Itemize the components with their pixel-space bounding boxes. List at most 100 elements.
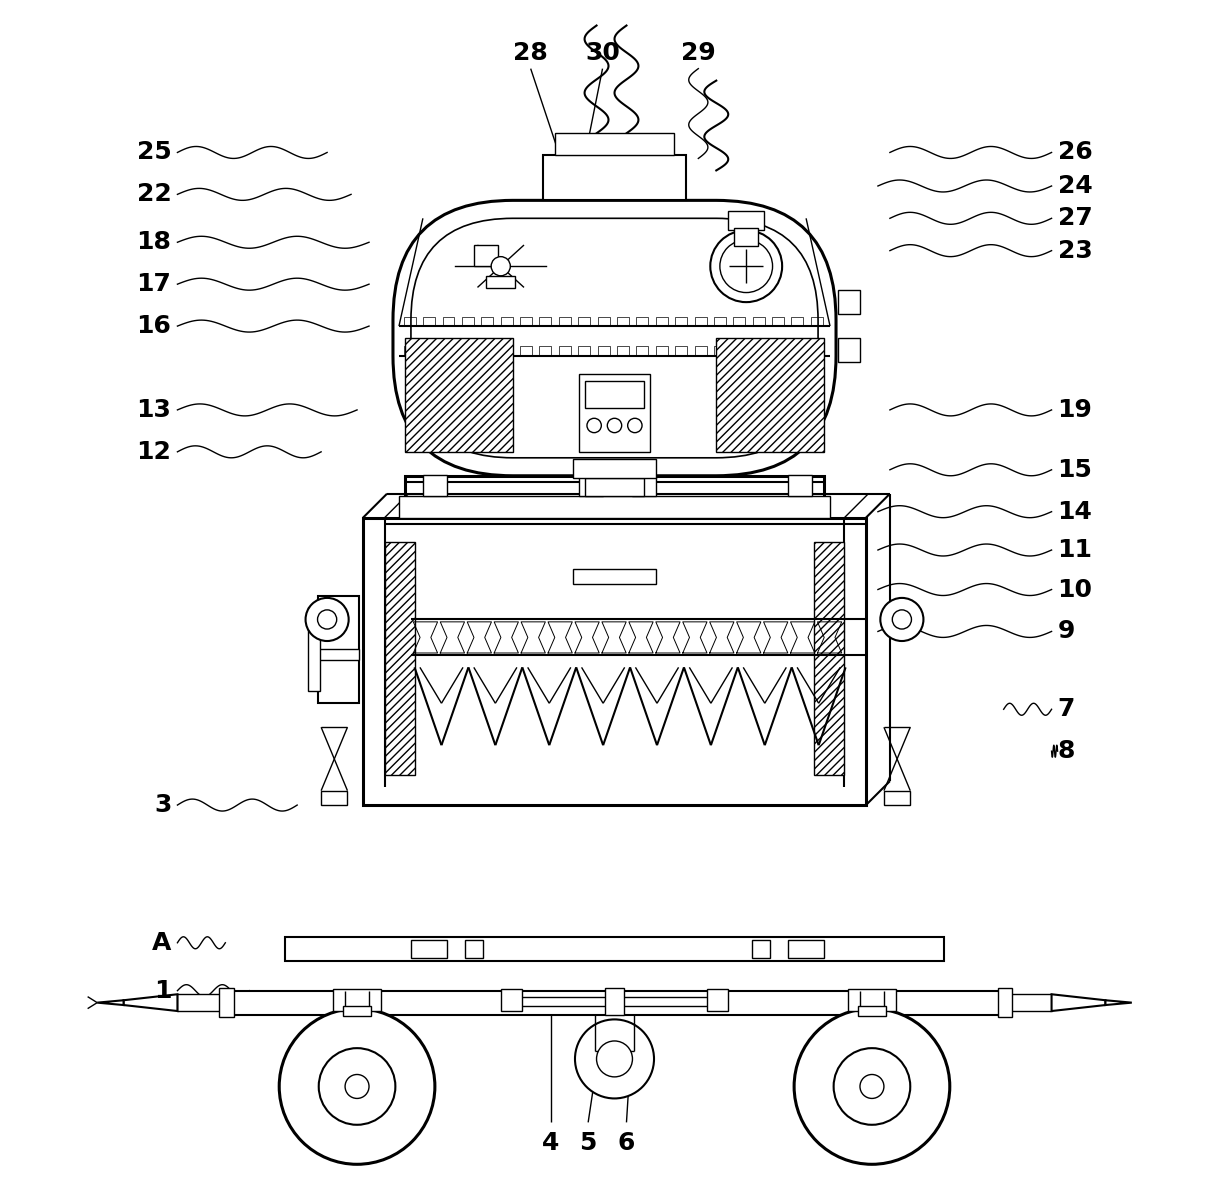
Bar: [788, 474, 812, 496]
Circle shape: [860, 1074, 884, 1098]
Circle shape: [710, 230, 782, 302]
Circle shape: [596, 1041, 633, 1077]
Bar: [404, 475, 825, 680]
Bar: [675, 316, 687, 326]
Text: 11: 11: [1057, 538, 1093, 562]
Text: 12: 12: [136, 440, 172, 464]
Text: 1: 1: [154, 979, 172, 1002]
Text: 27: 27: [1057, 207, 1093, 230]
Bar: [579, 374, 650, 452]
Text: 16: 16: [136, 314, 172, 338]
Bar: [442, 316, 455, 326]
Bar: [410, 941, 447, 959]
Bar: [343, 1006, 371, 1015]
Text: 17: 17: [136, 272, 172, 296]
Circle shape: [607, 419, 622, 433]
Circle shape: [318, 1048, 396, 1125]
Text: 14: 14: [1057, 499, 1093, 523]
Bar: [442, 346, 455, 356]
Bar: [597, 346, 610, 356]
Text: 28: 28: [514, 41, 548, 65]
Bar: [404, 316, 415, 326]
Bar: [714, 346, 726, 356]
Circle shape: [892, 610, 912, 629]
Bar: [694, 346, 707, 356]
Bar: [675, 346, 687, 356]
Bar: [385, 541, 414, 775]
Bar: [734, 227, 758, 245]
Text: 30: 30: [585, 41, 619, 65]
Bar: [308, 608, 320, 692]
Bar: [791, 346, 804, 356]
Bar: [848, 990, 896, 1011]
Bar: [772, 346, 784, 356]
Bar: [573, 460, 656, 478]
Bar: [285, 937, 944, 961]
Bar: [487, 275, 515, 288]
Bar: [500, 346, 512, 356]
Text: 5: 5: [579, 1131, 597, 1155]
Polygon shape: [1052, 994, 1105, 1011]
Circle shape: [628, 419, 642, 433]
Text: A: A: [152, 931, 172, 955]
Polygon shape: [124, 994, 177, 1011]
Circle shape: [880, 598, 923, 641]
Bar: [729, 212, 764, 230]
Polygon shape: [1105, 1000, 1132, 1005]
Bar: [500, 316, 512, 326]
Text: 19: 19: [1057, 398, 1093, 422]
Bar: [363, 517, 866, 805]
Text: 9: 9: [1057, 620, 1075, 644]
Text: 3: 3: [154, 793, 172, 817]
Bar: [559, 316, 570, 326]
Text: 8: 8: [1057, 739, 1075, 763]
Bar: [656, 346, 667, 356]
Circle shape: [833, 1048, 911, 1125]
Circle shape: [575, 1019, 654, 1098]
Circle shape: [317, 610, 337, 629]
Bar: [637, 316, 649, 326]
Bar: [752, 346, 764, 356]
Bar: [423, 346, 435, 356]
Bar: [637, 346, 649, 356]
Text: 6: 6: [618, 1131, 635, 1155]
Bar: [815, 541, 844, 775]
Bar: [540, 346, 552, 356]
Bar: [597, 316, 610, 326]
Bar: [579, 474, 602, 496]
Text: 4: 4: [542, 1131, 559, 1155]
Bar: [752, 941, 771, 959]
Bar: [734, 346, 745, 356]
Circle shape: [492, 256, 510, 275]
Bar: [465, 941, 483, 959]
Bar: [520, 346, 532, 356]
Text: 13: 13: [136, 398, 172, 422]
FancyBboxPatch shape: [393, 201, 836, 475]
Bar: [585, 381, 644, 408]
Bar: [694, 316, 707, 326]
Bar: [717, 338, 825, 452]
Bar: [714, 316, 726, 326]
Bar: [482, 346, 493, 356]
Bar: [998, 989, 1011, 1017]
Circle shape: [345, 1074, 369, 1098]
Bar: [585, 478, 644, 496]
Bar: [423, 474, 447, 496]
Text: 29: 29: [681, 41, 715, 65]
Bar: [559, 346, 570, 356]
Bar: [520, 316, 532, 326]
Bar: [656, 316, 667, 326]
Bar: [540, 316, 552, 326]
Circle shape: [587, 419, 601, 433]
Text: 18: 18: [136, 230, 172, 254]
Text: 26: 26: [1057, 141, 1093, 165]
Circle shape: [794, 1008, 950, 1165]
Bar: [811, 346, 823, 356]
Bar: [317, 595, 359, 704]
Bar: [772, 316, 784, 326]
Text: 25: 25: [136, 141, 172, 165]
Bar: [404, 338, 512, 452]
Bar: [838, 290, 860, 314]
Bar: [177, 994, 225, 1011]
Bar: [543, 155, 686, 201]
